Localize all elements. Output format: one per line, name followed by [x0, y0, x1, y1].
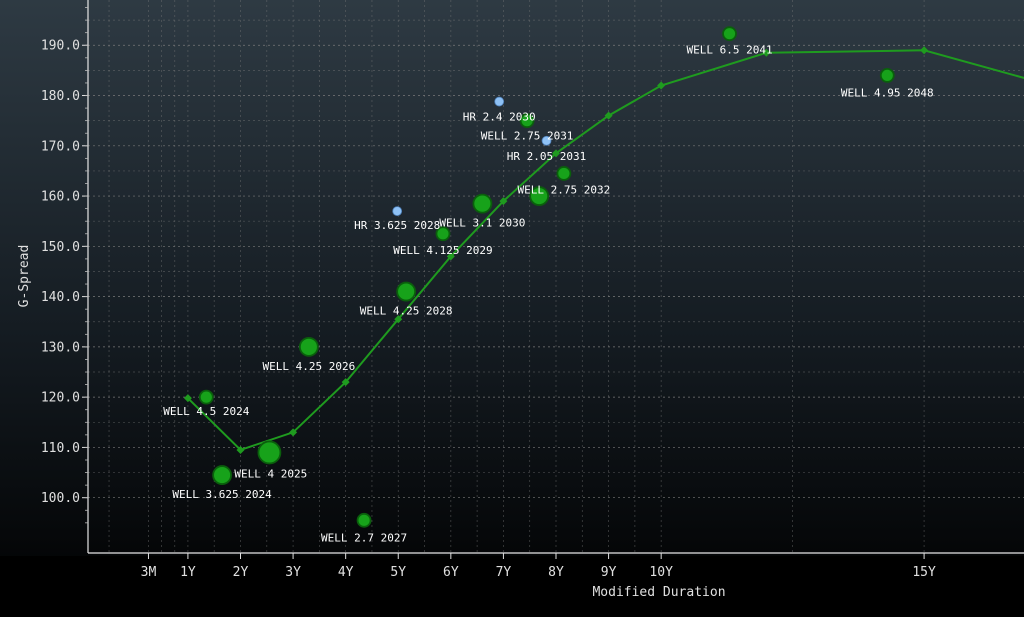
- x-axis-ticks: 3M 1Y 2Y 3Y 4Y 5Y 6Y 7Y 8Y 9Y 10Y 15Y: [141, 553, 936, 580]
- x-tick-label: 15Y: [912, 565, 936, 580]
- curve-marker: [920, 46, 929, 55]
- x-tick-label: 2Y: [233, 565, 249, 580]
- bond-label: WELL 4.5 2024: [163, 405, 249, 418]
- y-tick-label: 190.0: [41, 39, 80, 54]
- points-layer[interactable]: [198, 26, 895, 528]
- bond-label: WELL 2.75 2032: [518, 183, 611, 196]
- bond-point-hr[interactable]: [541, 135, 552, 146]
- y-tick-label: 150.0: [41, 240, 80, 255]
- bond-label: WELL 4.25 2028: [360, 305, 453, 318]
- bond-point-well[interactable]: [472, 193, 493, 214]
- curve-marker: [762, 48, 771, 57]
- curve-marker: [183, 394, 192, 403]
- bond-label: WELL 4.25 2026: [262, 360, 355, 373]
- x-tick-label: 3Y: [285, 565, 301, 580]
- curve-marker: [657, 81, 666, 90]
- x-tick-label: 5Y: [390, 565, 406, 580]
- curve-marker: [604, 111, 613, 120]
- curve-marker: [552, 149, 560, 158]
- y-tick-label: 110.0: [41, 441, 80, 456]
- y-axis-ticks: 100.0 110.0 120.0 130.0 140.0 150.0 160.0 170.0…: [41, 7, 88, 524]
- bond-point-well[interactable]: [556, 166, 572, 181]
- bond-label: WELL 3.625 2024: [172, 488, 272, 501]
- x-axis-title: Modified Duration: [592, 585, 725, 600]
- y-tick-label: 170.0: [41, 139, 80, 154]
- curve-marker: [341, 378, 350, 387]
- bond-point-hr[interactable]: [392, 206, 403, 217]
- y-tick-label: 160.0: [41, 190, 80, 205]
- bond-point-well[interactable]: [198, 389, 214, 405]
- x-tick-label: 8Y: [548, 565, 564, 580]
- curve-marker: [289, 428, 298, 437]
- bond-point-hr[interactable]: [494, 96, 505, 107]
- x-tick-label: 1Y: [180, 565, 196, 580]
- bond-point-well[interactable]: [435, 226, 451, 242]
- y-axis-title: G-Spread: [17, 245, 32, 308]
- y-tick-label: 100.0: [41, 491, 80, 506]
- bond-point-well[interactable]: [356, 512, 372, 528]
- curve-marker: [499, 197, 508, 206]
- bond-label: WELL 3.1 2030: [439, 217, 525, 230]
- bond-label: WELL 2.75 2031: [481, 130, 574, 143]
- bond-point-well[interactable]: [212, 465, 232, 485]
- y-tick-label: 140.0: [41, 290, 80, 305]
- bond-point-well[interactable]: [257, 440, 282, 465]
- bond-label: HR 2.4 2030: [463, 111, 536, 124]
- curve-marker: [236, 445, 245, 454]
- y-tick-label: 130.0: [41, 340, 80, 355]
- x-tick-label: 7Y: [496, 565, 512, 580]
- bond-label: WELL 4.125 2029: [393, 244, 492, 257]
- bond-label: HR 3.625 2028: [354, 219, 440, 232]
- x-tick-label: 6Y: [443, 565, 459, 580]
- bond-point-well[interactable]: [529, 186, 550, 206]
- x-tick-label: 10Y: [649, 565, 673, 580]
- bond-point-well[interactable]: [879, 68, 895, 83]
- labels-layer: WELL 4.5 2024 WELL 3.625 2024 WELL 4 2025 W…: [163, 44, 933, 545]
- x-tick-label: 4Y: [338, 565, 354, 580]
- y-tick-label: 180.0: [41, 89, 80, 104]
- y-tick-label: 120.0: [41, 391, 80, 406]
- bond-label: WELL 2.7 2027: [321, 531, 407, 544]
- x-tick-label: 3M: [141, 565, 157, 580]
- bond-point-well[interactable]: [519, 113, 535, 129]
- bond-label: WELL 4.95 2048: [841, 86, 934, 99]
- curve-layer: [183, 46, 1024, 454]
- bottom-band: [0, 556, 1024, 617]
- bond-label: HR 2.05 2031: [507, 150, 586, 163]
- bond-point-well[interactable]: [298, 336, 319, 357]
- x-tick-label: 9Y: [601, 565, 617, 580]
- curve-marker: [394, 315, 403, 324]
- bond-label: WELL 4 2025: [234, 467, 307, 480]
- bond-point-well[interactable]: [396, 281, 417, 302]
- bond-point-well[interactable]: [722, 26, 737, 42]
- bond-label: WELL 6.5 2041: [686, 44, 772, 57]
- curve-marker: [446, 252, 455, 261]
